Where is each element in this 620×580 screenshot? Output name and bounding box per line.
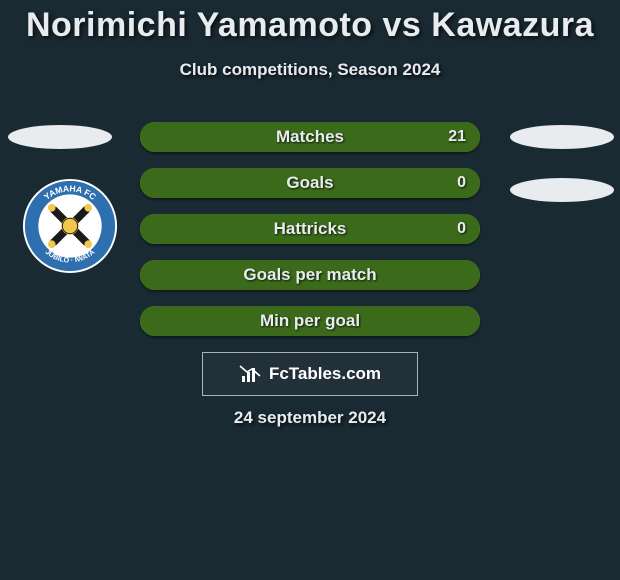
bar-label: Goals per match bbox=[140, 260, 480, 290]
bar-value: 0 bbox=[457, 214, 466, 244]
bar-label: Goals bbox=[140, 168, 480, 198]
bar-label: Hattricks bbox=[140, 214, 480, 244]
date-label: 24 september 2024 bbox=[0, 408, 620, 428]
player-left-placeholder bbox=[8, 125, 112, 149]
brand-text: FcTables.com bbox=[269, 364, 381, 384]
bar-value: 0 bbox=[457, 168, 466, 198]
player-right-placeholder-2 bbox=[510, 178, 614, 202]
bar-hattricks: Hattricks 0 bbox=[140, 214, 480, 244]
page-title: Norimichi Yamamoto vs Kawazura bbox=[0, 6, 620, 45]
bar-chart-icon bbox=[239, 364, 263, 384]
club-badge: YAMAHA FC JUBILO · IWATA bbox=[22, 178, 118, 274]
brand-attribution: FcTables.com bbox=[202, 352, 418, 396]
comparison-bars: Matches 21 Goals 0 Hattricks 0 Goals per… bbox=[140, 122, 480, 352]
bar-min-per-goal: Min per goal bbox=[140, 306, 480, 336]
bar-label: Matches bbox=[140, 122, 480, 152]
bar-value: 21 bbox=[448, 122, 466, 152]
bar-goals-per-match: Goals per match bbox=[140, 260, 480, 290]
subtitle: Club competitions, Season 2024 bbox=[0, 60, 620, 80]
bar-matches: Matches 21 bbox=[140, 122, 480, 152]
bar-goals: Goals 0 bbox=[140, 168, 480, 198]
bar-label: Min per goal bbox=[140, 306, 480, 336]
player-right-placeholder-1 bbox=[510, 125, 614, 149]
